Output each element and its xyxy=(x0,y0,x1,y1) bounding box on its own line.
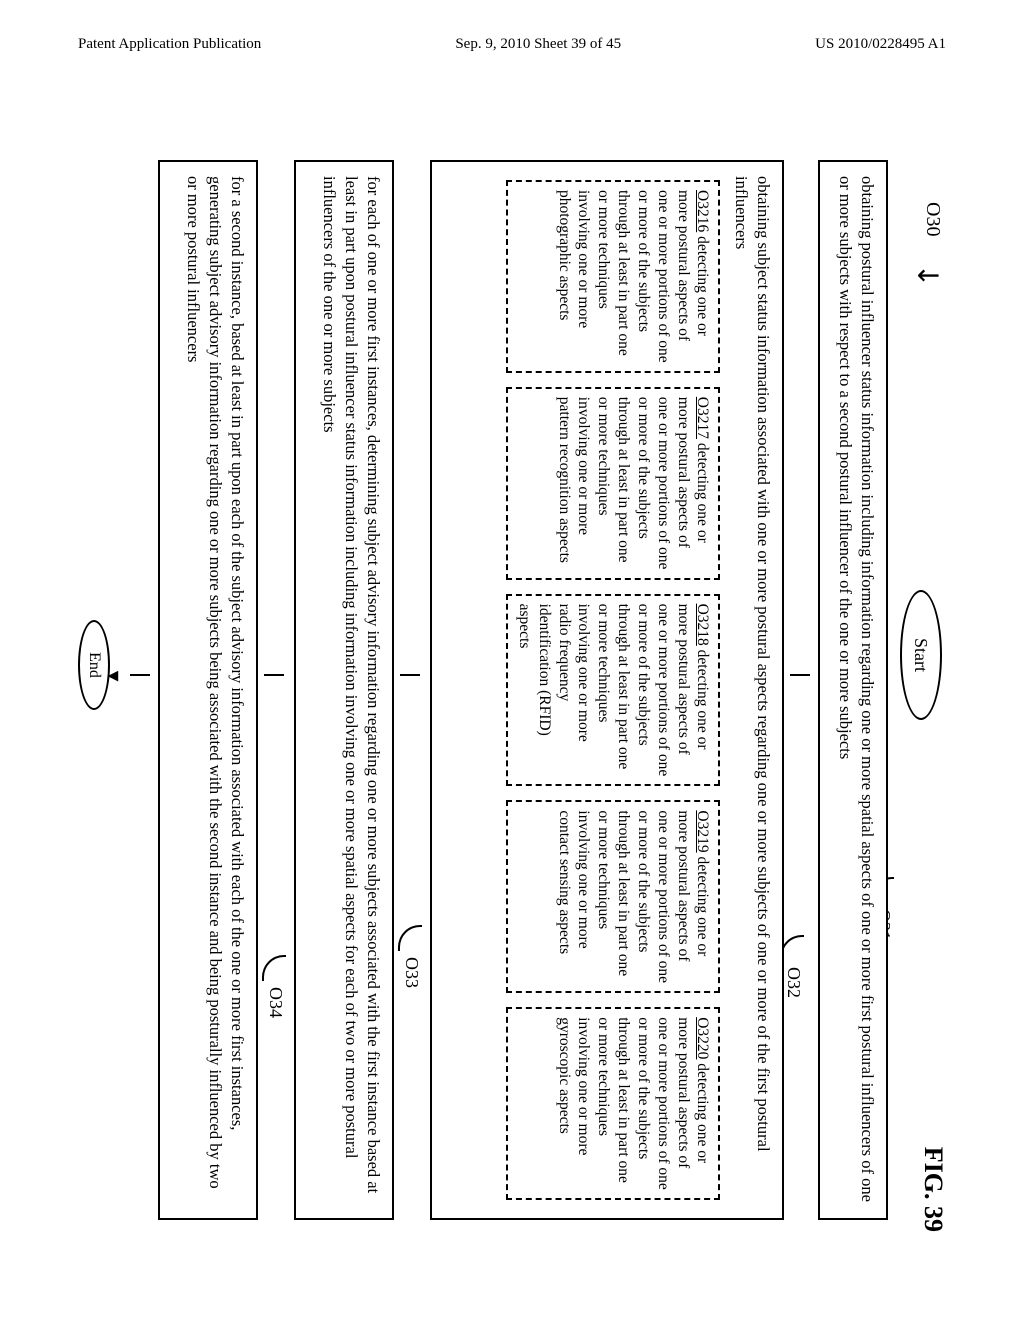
tag-o34: O34 xyxy=(262,955,286,1018)
header-right: US 2010/0228495 A1 xyxy=(815,36,946,53)
figure-rotation-wrap: FIG. 39 O30 ↘ Start O31 O32 O33 O34 obta… xyxy=(0,100,1024,1280)
header-left: Patent Application Publication xyxy=(78,36,261,53)
dashed-o3217: O3217 detecting one or more postural asp… xyxy=(506,387,720,580)
o30-arrow-icon: ↘ xyxy=(909,255,950,296)
box-o31: obtaining postural influencer status inf… xyxy=(818,160,888,1220)
box-o34: for a second instance, based at least in… xyxy=(158,160,258,1220)
dashed-o3218: O3218 detecting one or more postural asp… xyxy=(506,594,720,787)
start-node: Start xyxy=(900,590,942,720)
box-o32-lead: obtaining subject status information ass… xyxy=(730,176,774,1204)
start-label: Start xyxy=(911,638,932,672)
box-o33: for each of one or more first instances,… xyxy=(294,160,394,1220)
figure-label: FIG. 39 xyxy=(918,1147,948,1232)
dashed-row: O3216 detecting one or more postural asp… xyxy=(506,176,720,1204)
dashed-o3219: O3219 detecting one or more postural asp… xyxy=(506,800,720,993)
end-node: End xyxy=(78,620,110,710)
box-o32: obtaining subject status information ass… xyxy=(430,160,784,1220)
dashed-o3220: O3220 detecting one or more postural asp… xyxy=(506,1007,720,1200)
arrow-4-icon xyxy=(113,670,150,681)
o30-label: O30 xyxy=(921,202,944,236)
tag-o33: O33 xyxy=(398,925,422,988)
box-o34-text: for a second instance, based at least in… xyxy=(184,176,247,1189)
box-o31-text: obtaining postural influencer status inf… xyxy=(836,176,877,1202)
box-o33-text: for each of one or more first instances,… xyxy=(320,176,383,1193)
header-center: Sep. 9, 2010 Sheet 39 of 45 xyxy=(455,36,621,53)
end-label: End xyxy=(85,652,103,678)
page-header: Patent Application Publication Sep. 9, 2… xyxy=(0,0,1024,63)
dashed-o3216: O3216 detecting one or more postural asp… xyxy=(506,180,720,373)
figure-39: FIG. 39 O30 ↘ Start O31 O32 O33 O34 obta… xyxy=(72,130,952,1250)
